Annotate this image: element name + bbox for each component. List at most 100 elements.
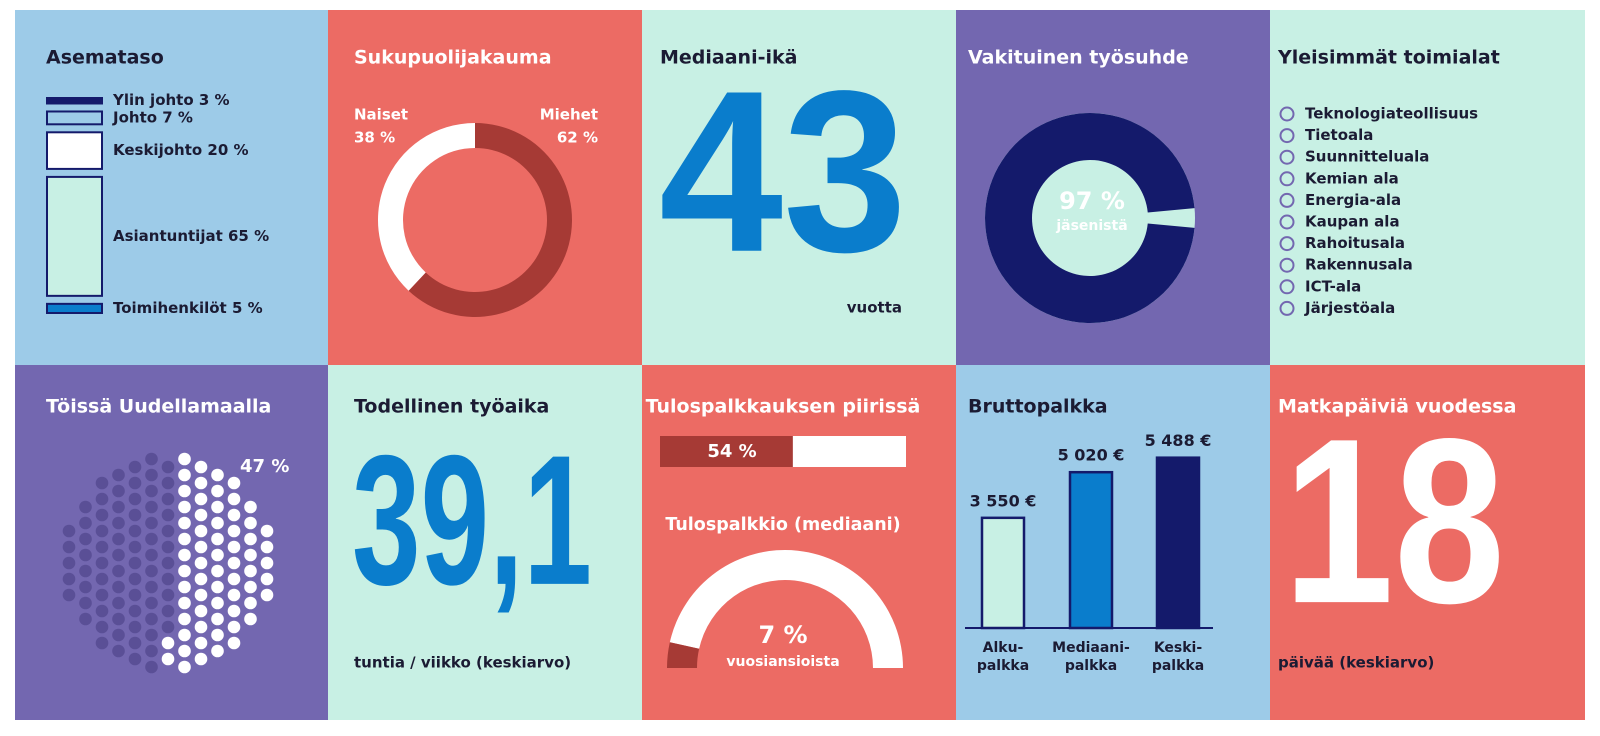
dot bbox=[161, 652, 175, 666]
label: Keskijohto 20 % bbox=[113, 141, 249, 159]
bullet bbox=[1279, 106, 1295, 122]
dot bbox=[95, 572, 109, 586]
share-dots bbox=[161, 452, 274, 674]
dot bbox=[211, 580, 224, 594]
bar bbox=[980, 516, 1026, 630]
tile bbox=[1270, 365, 1585, 720]
dot bbox=[79, 564, 92, 578]
dot bbox=[161, 636, 175, 650]
dot bbox=[161, 540, 175, 554]
label: Naiset bbox=[354, 106, 408, 124]
level-bar bbox=[46, 175, 103, 297]
dot bbox=[178, 500, 191, 514]
dot bbox=[145, 612, 158, 626]
dot bbox=[178, 612, 191, 626]
label: Keski- bbox=[1154, 640, 1203, 656]
dot bbox=[227, 524, 241, 538]
dot bbox=[128, 540, 142, 554]
dot bbox=[211, 628, 224, 642]
dot bbox=[112, 628, 125, 642]
dot bbox=[95, 604, 109, 618]
dot bbox=[178, 644, 191, 658]
dot bbox=[112, 612, 125, 626]
label: Vakituinen työsuhde bbox=[968, 47, 1189, 69]
dot bbox=[128, 572, 142, 586]
dot bbox=[112, 596, 125, 610]
label: Ylin johto 3 % bbox=[112, 91, 230, 109]
dot bbox=[244, 548, 257, 562]
dot bbox=[79, 580, 92, 594]
dot bbox=[145, 644, 158, 658]
dot bbox=[244, 516, 257, 530]
label: Sukupuolijakauma bbox=[354, 47, 552, 69]
dot bbox=[112, 564, 125, 578]
dot bbox=[128, 508, 142, 522]
label: 5 020 € bbox=[1058, 446, 1125, 465]
bullet bbox=[1279, 214, 1295, 230]
bar bbox=[1155, 456, 1201, 630]
dot bbox=[194, 556, 208, 570]
dot bbox=[145, 500, 158, 514]
dot bbox=[79, 532, 92, 546]
dot bbox=[178, 484, 191, 498]
dot bbox=[95, 540, 109, 554]
dot bbox=[95, 508, 109, 522]
label: 7 % bbox=[758, 621, 807, 649]
dot bbox=[145, 564, 158, 578]
dot bbox=[194, 588, 208, 602]
dot bbox=[161, 476, 175, 490]
label: Yleisimmät toimialat bbox=[1277, 47, 1500, 69]
bullet bbox=[1279, 149, 1295, 165]
dot bbox=[79, 548, 92, 562]
dot bbox=[227, 476, 241, 490]
label: palkka bbox=[977, 658, 1029, 674]
dot bbox=[211, 644, 224, 658]
dot bbox=[145, 580, 158, 594]
label: Rahoitusala bbox=[1305, 234, 1405, 252]
dot bbox=[128, 524, 142, 538]
label: vuosiansioista bbox=[726, 654, 839, 670]
dot bbox=[244, 580, 257, 594]
dot bbox=[112, 580, 125, 594]
dot bbox=[145, 628, 158, 642]
dot bbox=[178, 564, 191, 578]
label: Tietoala bbox=[1305, 126, 1373, 144]
dot bbox=[79, 596, 92, 610]
dot bbox=[145, 596, 158, 610]
dot bbox=[178, 452, 191, 466]
dot bbox=[161, 620, 175, 634]
bullet bbox=[1279, 128, 1295, 144]
dot bbox=[227, 588, 241, 602]
label: Teknologiateollisuus bbox=[1305, 105, 1478, 123]
dot bbox=[95, 620, 109, 634]
dot bbox=[145, 516, 158, 530]
label: Johto 7 % bbox=[112, 108, 193, 126]
dot bbox=[178, 660, 191, 674]
dot bbox=[194, 540, 208, 554]
dot bbox=[145, 660, 158, 674]
level-bar bbox=[46, 97, 103, 105]
dot bbox=[260, 572, 274, 586]
dot bbox=[62, 540, 76, 554]
dot bbox=[178, 516, 191, 530]
dot bbox=[244, 612, 257, 626]
dot bbox=[211, 612, 224, 626]
dot bbox=[227, 508, 241, 522]
dot bbox=[112, 532, 125, 546]
dot bbox=[62, 556, 76, 570]
label: 97 % bbox=[1059, 187, 1125, 215]
dot bbox=[194, 492, 208, 506]
dot bbox=[161, 556, 175, 570]
dot bbox=[211, 484, 224, 498]
bar bbox=[1068, 470, 1114, 630]
label: 62 % bbox=[557, 129, 598, 147]
label: Töissä Uudellamaalla bbox=[46, 396, 271, 418]
dot bbox=[227, 636, 241, 650]
dot bbox=[194, 604, 208, 618]
bullet bbox=[1279, 279, 1295, 295]
dot bbox=[128, 460, 142, 474]
gauge-rest bbox=[669, 549, 903, 668]
label: Todellinen työaika bbox=[354, 396, 549, 418]
dot bbox=[227, 556, 241, 570]
dot bbox=[227, 604, 241, 618]
